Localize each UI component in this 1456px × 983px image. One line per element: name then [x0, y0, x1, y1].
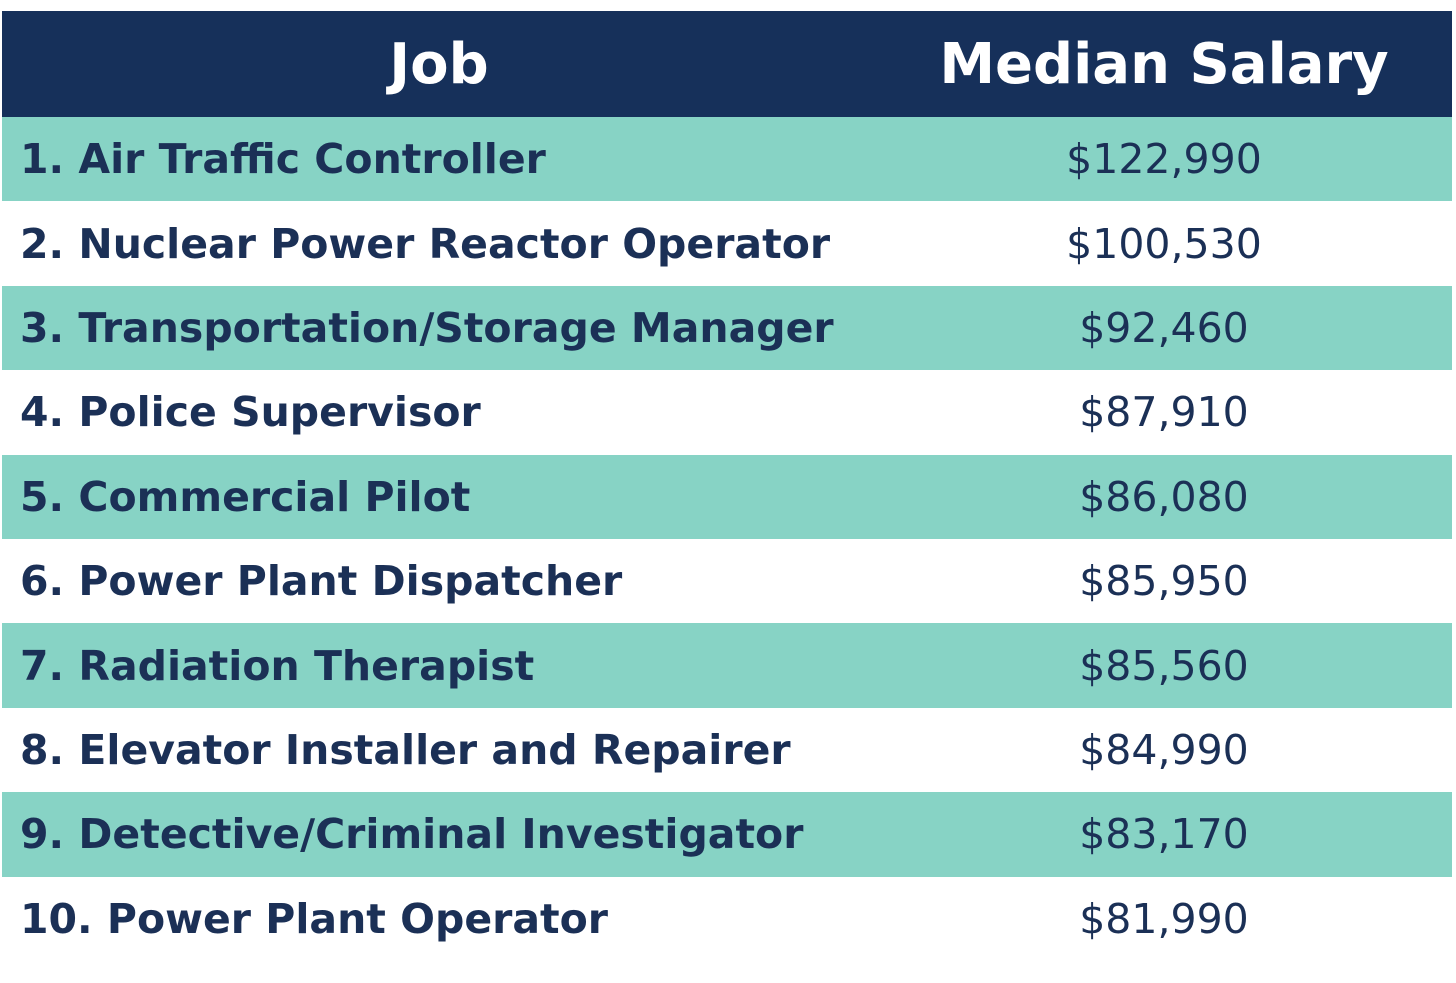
- salary-cell: $85,560: [1079, 641, 1249, 690]
- table-row: 10. Power Plant Operator $81,990: [2, 876, 1452, 961]
- table-row: 2. Nuclear Power Reactor Operator $100,5…: [2, 201, 1452, 286]
- table-row: 9. Detective/Criminal Investigator $83,1…: [2, 792, 1452, 877]
- salary-cell: $85,950: [1079, 557, 1249, 606]
- table-row: 7. Radiation Therapist $85,560: [2, 623, 1452, 708]
- salary-cell: $87,910: [1079, 388, 1249, 437]
- job-cell: 6. Power Plant Dispatcher: [20, 557, 623, 606]
- table-row: 5. Commercial Pilot $86,080: [2, 454, 1452, 539]
- column-header-job: Job: [389, 31, 489, 97]
- salary-cell: $81,990: [1079, 894, 1249, 943]
- table-row: 1. Air Traffic Controller $122,990: [2, 117, 1452, 202]
- table-row: 4. Police Supervisor $87,910: [2, 370, 1452, 455]
- job-cell: 9. Detective/Criminal Investigator: [20, 810, 804, 859]
- job-cell: 5. Commercial Pilot: [20, 472, 471, 521]
- salary-cell: $92,460: [1079, 303, 1249, 352]
- job-cell: 3. Transportation/Storage Manager: [20, 303, 834, 352]
- table-header: Job Median Salary: [2, 11, 1452, 117]
- job-cell: 2. Nuclear Power Reactor Operator: [20, 219, 831, 268]
- salary-cell: $122,990: [1066, 135, 1262, 184]
- salary-cell: $100,530: [1066, 219, 1262, 268]
- job-cell: 7. Radiation Therapist: [20, 641, 535, 690]
- table-row: 6. Power Plant Dispatcher $85,950: [2, 538, 1452, 624]
- salary-cell: $83,170: [1079, 810, 1249, 859]
- job-cell: 4. Police Supervisor: [20, 388, 481, 437]
- table-row: 8. Elevator Installer and Repairer $84,9…: [2, 707, 1452, 793]
- table-row: 3. Transportation/Storage Manager $92,46…: [2, 285, 1452, 371]
- job-cell: 1. Air Traffic Controller: [20, 135, 546, 184]
- salary-table: Job Median Salary 1. Air Traffic Control…: [2, 11, 1452, 961]
- salary-cell: $84,990: [1079, 725, 1249, 774]
- job-cell: 8. Elevator Installer and Repairer: [20, 725, 791, 774]
- column-header-median-salary: Median Salary: [939, 31, 1389, 97]
- salary-cell: $86,080: [1079, 472, 1249, 521]
- job-cell: 10. Power Plant Operator: [20, 894, 609, 943]
